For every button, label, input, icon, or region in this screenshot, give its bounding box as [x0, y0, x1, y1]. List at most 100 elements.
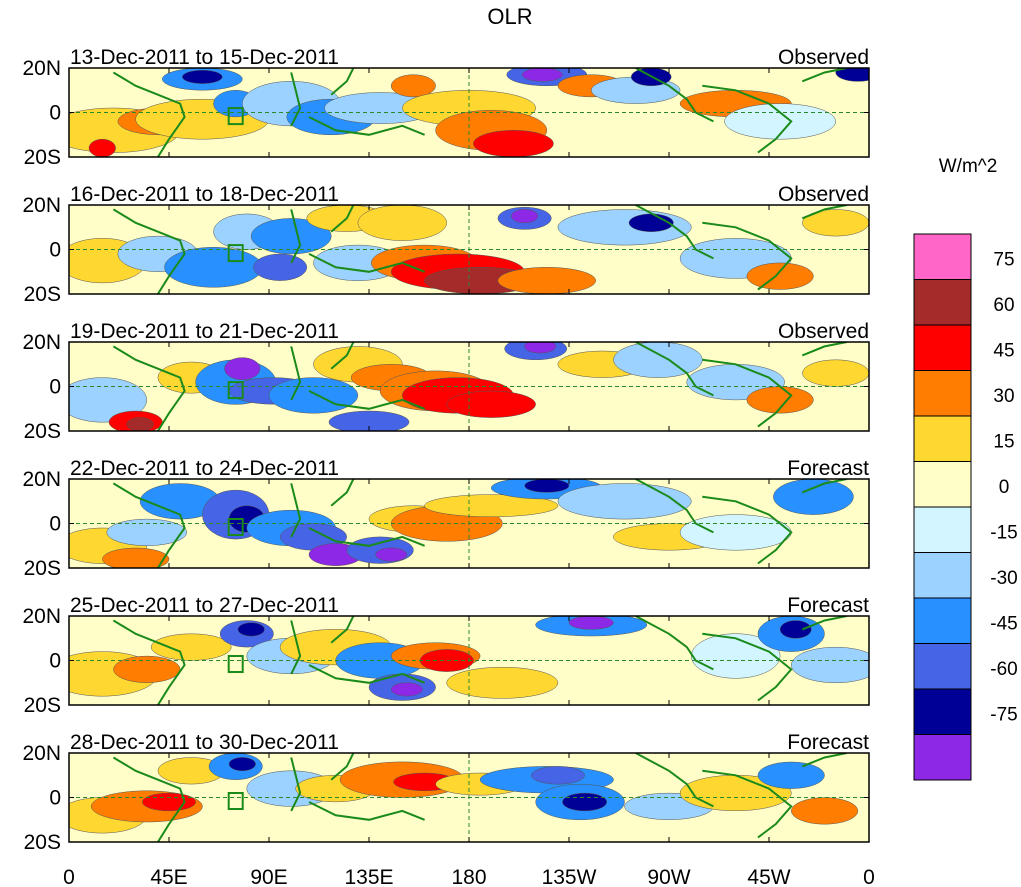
colorbar-label: 15 [993, 432, 1014, 453]
y-tick-label: 20S [24, 146, 61, 169]
y-tick-label: 0 [49, 513, 61, 536]
region-box [227, 518, 244, 536]
anomaly-contour [562, 792, 608, 812]
anomaly-contour [568, 616, 614, 630]
coastline [801, 616, 847, 631]
coastline [801, 479, 847, 494]
region-box [227, 381, 244, 400]
coastline [308, 253, 425, 273]
x-tick-label: 135W [542, 866, 597, 887]
anomaly-contour [530, 766, 585, 785]
panel-kind: Observed [778, 320, 869, 343]
anomaly-contour [757, 761, 825, 789]
coastline [635, 479, 714, 534]
colorbar-label: 0 [999, 477, 1010, 498]
anomaly-contour [224, 357, 261, 381]
region-box [227, 107, 244, 126]
coastline [702, 495, 793, 565]
colorbar-units: W/m^2 [939, 156, 998, 177]
coastline [635, 342, 714, 397]
anomaly-contour [446, 390, 536, 418]
anomaly-contour [497, 267, 596, 294]
y-tick-label: 0 [49, 650, 61, 673]
colorbar-segment [913, 324, 972, 371]
anomaly-contour [511, 209, 539, 224]
anomaly-contour [557, 483, 692, 520]
coastline [702, 358, 793, 428]
colorbar-segment [913, 233, 972, 280]
coastline [330, 68, 355, 96]
coastline [330, 753, 355, 781]
anomaly-contour [802, 209, 869, 237]
coastline [112, 208, 186, 294]
colorbar-label: -75 [990, 705, 1017, 726]
y-tick-label: 0 [49, 787, 61, 810]
anomaly-contour [473, 130, 554, 157]
anomaly-contour [88, 138, 116, 157]
coastline [635, 753, 714, 808]
anomaly-contour [746, 262, 814, 290]
anomaly-contour [424, 494, 559, 518]
coastline [290, 757, 302, 812]
region-box [227, 244, 244, 263]
coastline [290, 483, 302, 538]
panel: 20N 0 20S 19-Dec-2011 to 21-Dec-2011 Observe… [22, 320, 870, 443]
region-box [227, 792, 244, 810]
coastline [308, 527, 425, 547]
x-tick-label: 0 [863, 866, 875, 887]
anomaly-contour [773, 479, 854, 515]
anomaly-contour [557, 209, 692, 246]
y-tick-label: 20N [22, 194, 61, 217]
panel: 20N 0 20S 25-Dec-2011 to 27-Dec-2011 Forecas… [22, 594, 870, 717]
colorbar-label: -60 [990, 659, 1017, 680]
coastline [702, 769, 793, 839]
panel: 20N 0 20S 28-Dec-2011 to 30-Dec-2011 Forecas… [22, 731, 870, 854]
colorbar-label: 60 [993, 295, 1014, 316]
anomaly-contour [524, 342, 556, 354]
panels: 20N 0 20S 13-Dec-2011 to 15-Dec-2011 Observe… [22, 46, 870, 854]
colorbar-label: -15 [990, 523, 1017, 544]
coastline [801, 342, 847, 357]
anomaly-contour [357, 205, 447, 241]
coastline [112, 756, 186, 842]
x-tick-label: 45E [150, 866, 187, 887]
coastline [308, 390, 425, 410]
panel-period: 25-Dec-2011 to 27-Dec-2011 [70, 594, 339, 617]
anomaly-contour [106, 518, 188, 546]
colorbar-label: -45 [990, 614, 1017, 635]
panel-period: 22-Dec-2011 to 24-Dec-2011 [70, 457, 339, 480]
colorbar-segment [913, 688, 972, 735]
anomaly-contour [390, 682, 423, 697]
panel: 20N 0 20S 16-Dec-2011 to 18-Dec-2011 Observe… [22, 183, 870, 306]
colorbar-segment [913, 734, 972, 781]
x-tick-label: 135E [344, 866, 393, 887]
y-tick-label: 20N [22, 57, 61, 80]
coastline [112, 71, 186, 157]
x-tick-label: 90W [647, 866, 690, 887]
anomaly-contour [390, 74, 436, 98]
anomaly-contour [250, 218, 332, 255]
colorbar: 75 60 45 30 15 0 -15 -30 -45 -60 -75 [913, 233, 1018, 781]
anomaly-contour [126, 417, 154, 431]
anomaly-contour [113, 655, 181, 683]
anomaly-contour [613, 342, 703, 378]
y-tick-label: 0 [49, 102, 61, 125]
anomaly-contour [802, 359, 869, 387]
y-tick-label: 20N [22, 605, 61, 628]
anomaly-contour [779, 620, 812, 639]
panel-kind: Observed [778, 183, 869, 206]
coastline [330, 479, 355, 507]
chart-title: OLR [487, 4, 532, 29]
anomaly-contour [691, 633, 781, 679]
y-tick-label: 20S [24, 420, 61, 443]
anomaly-contour [228, 757, 256, 772]
y-tick-label: 20N [22, 468, 61, 491]
y-tick-label: 0 [49, 376, 61, 399]
y-tick-label: 20N [22, 331, 61, 354]
x-tick-label: 0 [63, 866, 75, 887]
y-tick-label: 20N [22, 742, 61, 765]
coastline [308, 801, 425, 821]
coastline [330, 616, 355, 644]
coastline [290, 209, 302, 264]
